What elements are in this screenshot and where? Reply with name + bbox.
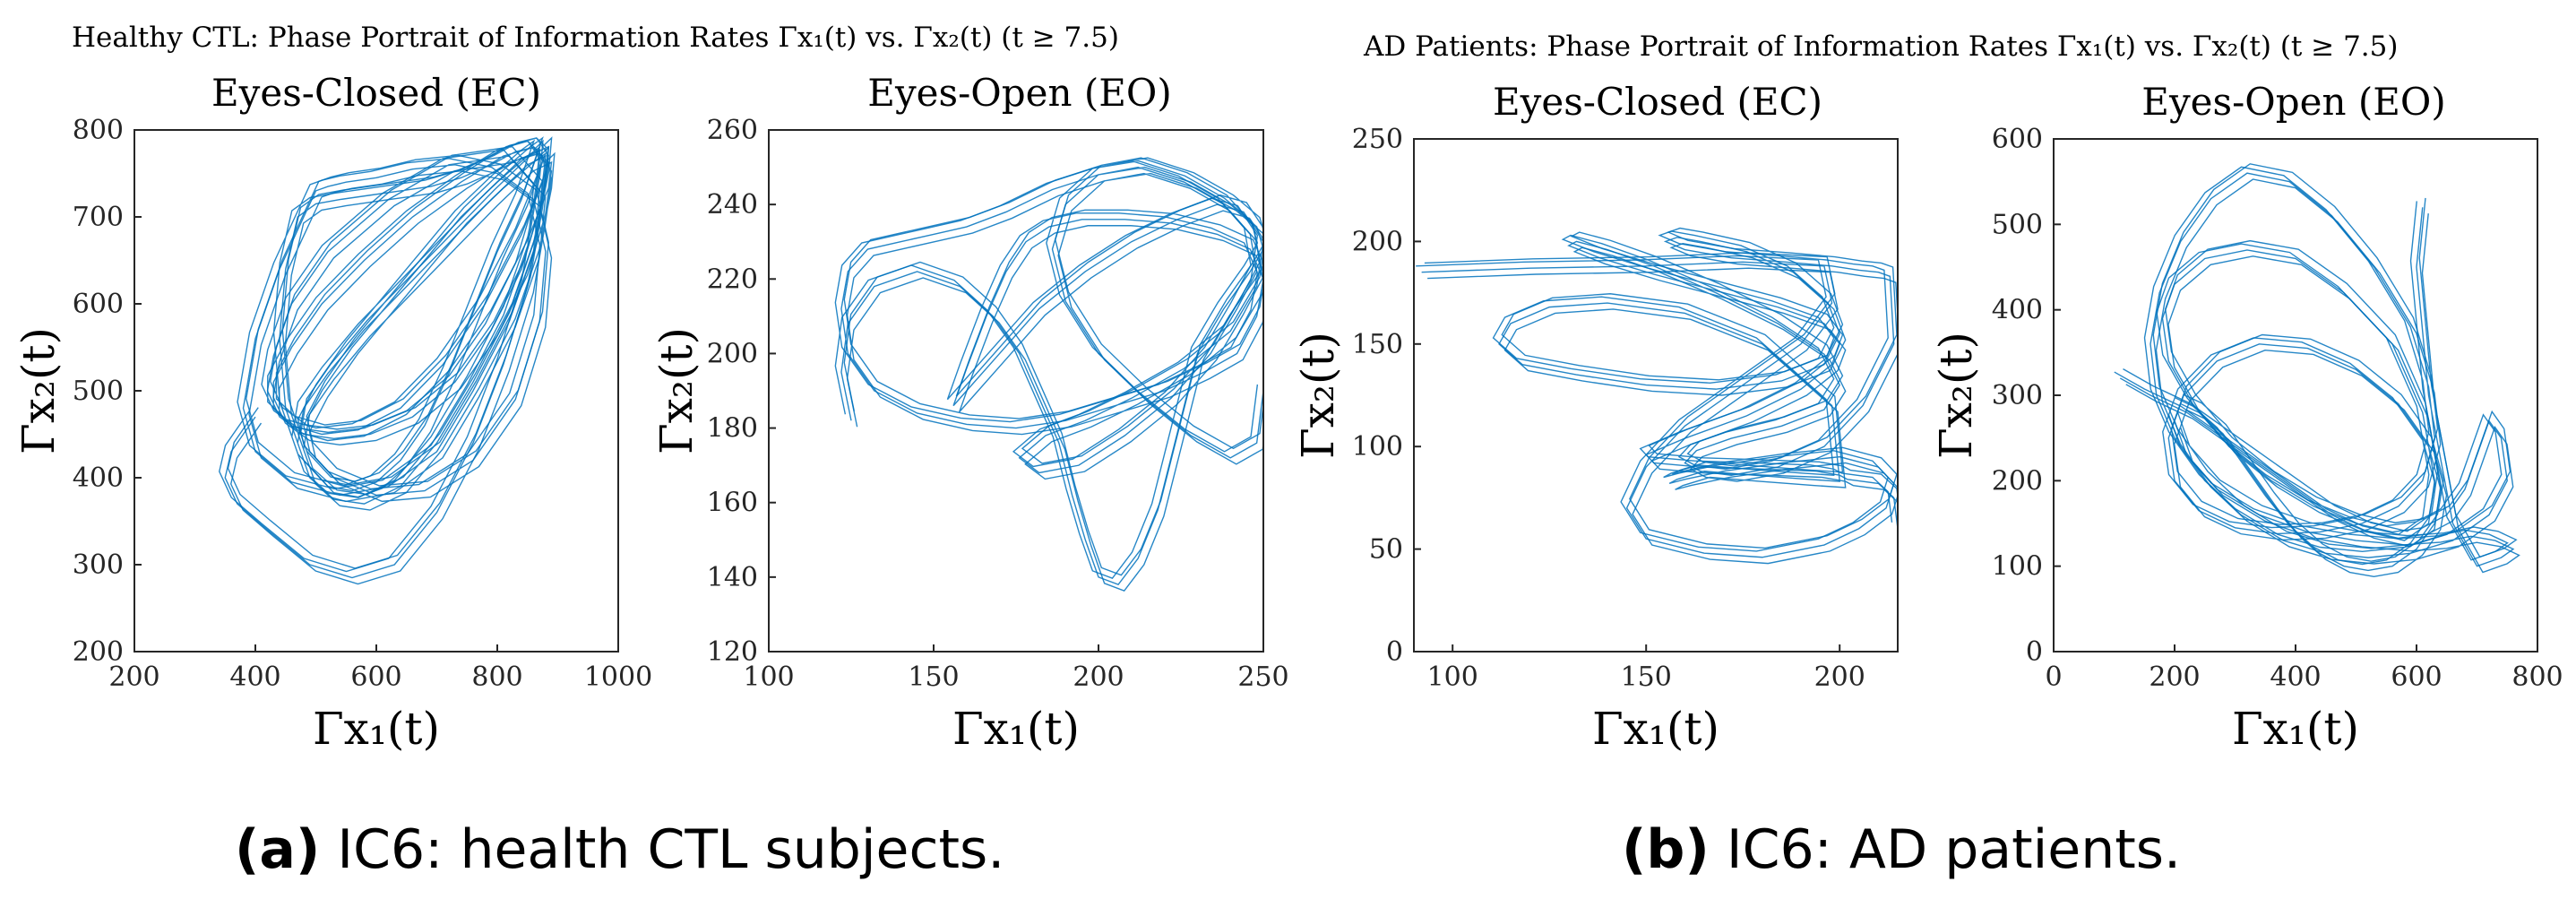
- x-tick-label: 200: [1814, 661, 1865, 693]
- panel-a-header: Healthy CTL: Phase Portrait of Informati…: [72, 22, 1119, 54]
- y-tick-label: 500: [73, 376, 124, 407]
- trace-group: [219, 136, 556, 585]
- chart-title: Eyes-Open (EO): [2141, 80, 2445, 124]
- chart-ctl-eo: Eyes-Open (EO) 100 150 200 250 120 140 160 180 2…: [650, 71, 1289, 755]
- x-axis-label: Γx₁(t): [952, 703, 1080, 755]
- y-tick-label: 120: [707, 636, 758, 668]
- plot-frame: [2053, 138, 2538, 653]
- y-tick-label: 150: [1352, 329, 1403, 360]
- series-line-pass: [2125, 178, 2520, 578]
- y-axis-label: Γx₂(t): [650, 327, 702, 454]
- y-tick-label: 140: [707, 562, 758, 593]
- y-tick-label: 300: [1992, 380, 2043, 411]
- x-tick-label: 400: [2270, 661, 2321, 693]
- x-tick-label: 800: [471, 661, 522, 693]
- plot-frame: [768, 129, 1264, 653]
- plot-frame: [134, 129, 619, 653]
- x-tick-label: 100: [1427, 661, 1478, 693]
- y-tick-label: 180: [707, 413, 758, 445]
- x-tick-label: 400: [229, 661, 280, 693]
- y-axis-label: Γx₂(t): [1292, 332, 1344, 459]
- y-tick-label: 200: [73, 636, 124, 668]
- y-tick-label: 500: [1992, 209, 2043, 240]
- series-line-pass: [1427, 242, 1898, 565]
- x-tick-label: 800: [2511, 661, 2563, 693]
- y-tick-label: 400: [73, 462, 124, 494]
- caption-b-text: IC6: AD patients.: [1710, 818, 2181, 881]
- caption-a-label: (a): [235, 818, 320, 881]
- y-tick-label: 300: [73, 549, 124, 581]
- trace-group: [1416, 227, 1898, 565]
- trace-group: [834, 157, 1263, 592]
- x-tick-label: 200: [1073, 661, 1124, 693]
- y-tick-label: 200: [1992, 465, 2043, 497]
- x-axis-label: Γx₁(t): [1592, 703, 1719, 755]
- series-line: [840, 166, 1263, 586]
- x-tick-label: 1000: [584, 661, 652, 693]
- chart-ctl-ec: Eyes-Closed (EC) 200 400 600 800 1000 200 300 4…: [13, 71, 652, 755]
- y-tick-label: 160: [707, 488, 758, 519]
- y-tick-label: 700: [73, 202, 124, 233]
- series-line-pass: [227, 136, 553, 569]
- y-tick-label: 600: [1992, 124, 2043, 155]
- caption-a: (a) IC6: health CTL subjects.: [235, 818, 1004, 881]
- series-line-pass: [2114, 166, 2509, 566]
- y-axis-label: Γx₂(t): [13, 327, 65, 454]
- series-line-pass: [219, 139, 544, 573]
- caption-b-label: (b): [1622, 818, 1710, 881]
- y-tick-label: 50: [1369, 534, 1403, 566]
- y-tick-label: 400: [1992, 295, 2043, 326]
- panel-b-header: AD Patients: Phase Portrait of Informati…: [1363, 30, 2398, 63]
- chart-title: Eyes-Open (EO): [867, 71, 1171, 115]
- x-tick-label: 150: [1621, 661, 1672, 693]
- x-tick-label: 0: [2045, 661, 2062, 693]
- x-axis-label: Γx₁(t): [313, 703, 440, 755]
- y-tick-label: 240: [707, 189, 758, 220]
- tick-group: 100 150 200 0 50 100 150 200 250: [1352, 124, 1865, 693]
- y-tick-label: 800: [73, 115, 124, 146]
- series-line-pass: [834, 160, 1259, 580]
- chart-title: Eyes-Closed (EC): [1493, 80, 1822, 124]
- x-tick-label: 100: [743, 661, 794, 693]
- chart-ad-eo: Eyes-Open (EO) 0 200 400 600 800 0 100 200 300 40…: [1930, 80, 2563, 755]
- x-tick-label: 600: [2391, 661, 2442, 693]
- y-tick-label: 220: [707, 264, 758, 295]
- series-line-pass: [2123, 163, 2518, 562]
- chart-ad-ec: Eyes-Closed (EC) 100 150 200 0 50 100 150 200 25…: [1292, 80, 1899, 755]
- y-tick-label: 0: [1386, 636, 1403, 668]
- x-tick-label: 600: [350, 661, 401, 693]
- trace-group: [2114, 163, 2520, 578]
- series-line-pass: [1424, 227, 1898, 549]
- caption-b: (b) IC6: AD patients.: [1622, 818, 2181, 881]
- y-tick-label: 600: [73, 289, 124, 320]
- y-axis-label: Γx₂(t): [1930, 332, 1982, 459]
- x-tick-label: 200: [108, 661, 159, 693]
- y-tick-label: 260: [707, 115, 758, 146]
- y-tick-label: 200: [1352, 226, 1403, 257]
- series-line-pass: [846, 172, 1263, 592]
- tick-group: 100 150 200 250 120 140 160 180 200 220 240 260: [707, 115, 1289, 693]
- tick-group: 0 200 400 600 800 0 100 200 300 400 500 600: [1992, 124, 2563, 693]
- x-tick-label: 250: [1237, 661, 1288, 693]
- caption-a-text: IC6: health CTL subjects.: [320, 818, 1004, 881]
- series-line-pass: [843, 157, 1263, 576]
- tick-group: 200 400 600 800 1000 200 300 400 500 600 700 800: [73, 115, 652, 693]
- x-tick-label: 150: [908, 661, 959, 693]
- x-axis-label: Γx₁(t): [2232, 703, 2359, 755]
- y-tick-label: 100: [1992, 551, 2043, 583]
- plot-frame: [1413, 138, 1899, 653]
- series-line: [1421, 237, 1898, 558]
- y-tick-label: 0: [2026, 636, 2043, 668]
- series-line-pass: [229, 151, 556, 585]
- chart-title: Eyes-Closed (EC): [211, 71, 541, 115]
- y-tick-label: 250: [1352, 124, 1403, 155]
- y-tick-label: 100: [1352, 431, 1403, 462]
- x-tick-label: 200: [2149, 661, 2200, 693]
- y-tick-label: 200: [707, 338, 758, 369]
